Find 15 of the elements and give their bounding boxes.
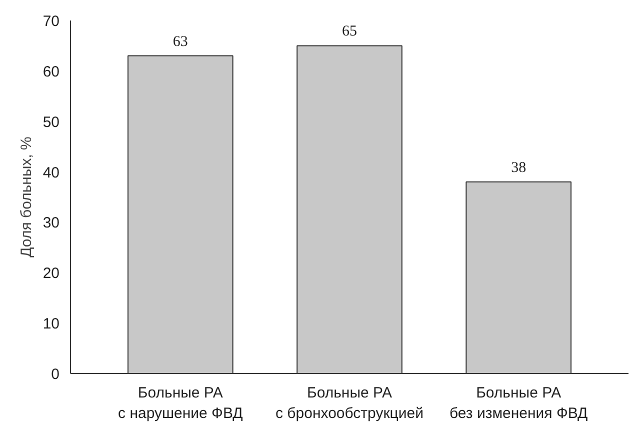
data-label: 65 bbox=[342, 24, 357, 40]
x-tick-label: Больные РА без изменения ФВД bbox=[449, 384, 588, 422]
y-axis-title: Доля больных, % bbox=[18, 136, 35, 258]
x-tick-label: Больные РА с бронхообструкцией bbox=[276, 384, 424, 422]
y-tick-label: 60 bbox=[42, 63, 60, 80]
y-tick-label: 30 bbox=[42, 214, 60, 232]
y-tick-label: 20 bbox=[42, 265, 60, 282]
y-tick-label: 0 bbox=[51, 366, 60, 383]
y-tick-label: 50 bbox=[42, 114, 60, 131]
data-label: 63 bbox=[172, 34, 188, 50]
y-tick-label: 40 bbox=[42, 164, 60, 182]
x-tick-label: Больные РА с нарушение ФВД bbox=[118, 384, 243, 422]
y-tick-label: 70 bbox=[42, 13, 60, 30]
data-label: 38 bbox=[511, 160, 526, 176]
y-tick-label: 10 bbox=[42, 316, 60, 333]
